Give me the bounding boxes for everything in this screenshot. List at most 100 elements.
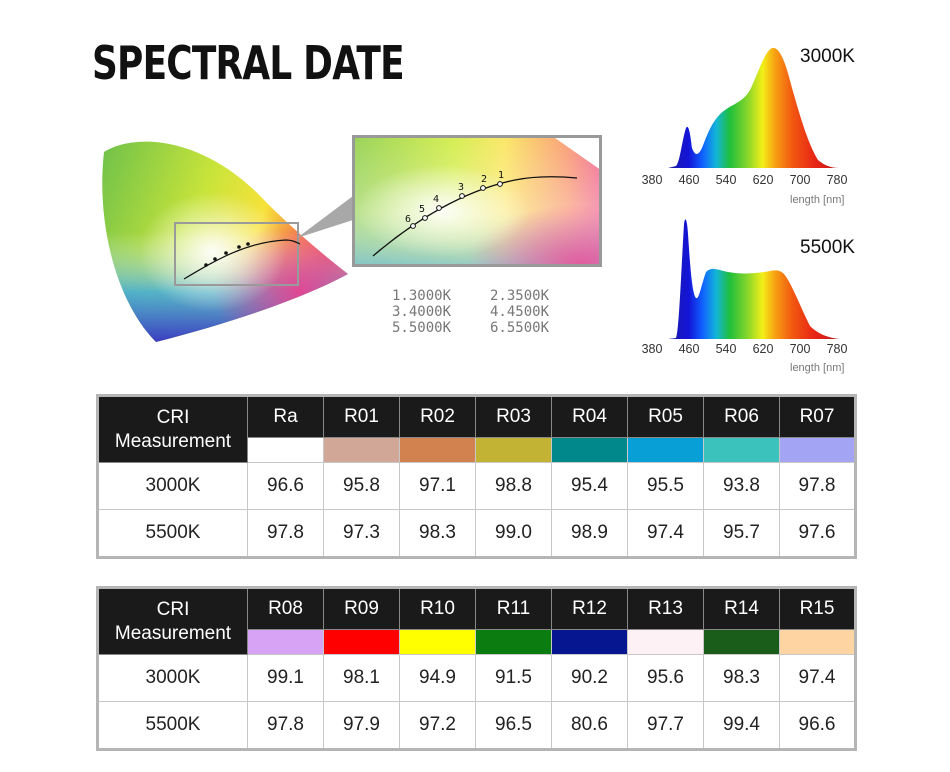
color-swatch	[627, 629, 704, 655]
zoom-point-label: 4	[433, 194, 439, 205]
color-swatch	[247, 629, 324, 655]
cri-value: 90.2	[551, 654, 628, 702]
cri-value: 97.8	[779, 462, 856, 510]
spectrum-label-5500k: 5500K	[800, 237, 855, 258]
cri-value: 97.3	[323, 509, 400, 558]
tick-label: 460	[678, 173, 700, 187]
cri-value: 97.7	[627, 701, 704, 750]
page-title: SPECTRAL DATE	[92, 36, 405, 90]
table-row: 3000K 96.6 95.8 97.1 98.8 95.4 95.5 93.8 97.8	[97, 462, 856, 510]
tick-label: 620	[752, 342, 774, 356]
color-swatch	[323, 629, 400, 655]
column-header: R07	[779, 395, 856, 438]
zoom-point-marker	[436, 205, 442, 211]
cri-measurement-label: CRI Measurement	[97, 395, 248, 463]
cri-value: 98.3	[399, 509, 476, 558]
color-swatch	[703, 437, 780, 463]
tick-label: 460	[678, 342, 700, 356]
column-header: R15	[779, 587, 856, 630]
cri-value: 97.2	[399, 701, 476, 750]
legend-item: 6.5500K	[490, 320, 550, 336]
tick-label: 540	[715, 342, 737, 356]
column-header: R02	[399, 395, 476, 438]
label-line: Measurement	[114, 622, 232, 644]
column-header: R03	[475, 395, 552, 438]
tick-label: 780	[826, 173, 848, 187]
cri-value: 95.4	[551, 462, 628, 510]
table-row: 5500K 97.8 97.3 98.3 99.0 98.9 97.4 95.7 97.6	[97, 509, 856, 558]
color-swatch	[399, 437, 476, 463]
cri-value: 97.9	[323, 701, 400, 750]
color-swatch	[551, 437, 628, 463]
zoom-connector	[297, 196, 353, 238]
cri-value: 93.8	[703, 462, 780, 510]
cri-value: 97.4	[779, 654, 856, 702]
cri-value: 91.5	[475, 654, 552, 702]
legend-item: 1.3000K	[392, 288, 452, 304]
color-swatch	[323, 437, 400, 463]
cri-value: 98.1	[323, 654, 400, 702]
cie-diagram	[102, 141, 348, 342]
cri-value: 95.7	[703, 509, 780, 558]
cri-table-r08-r15: CRI Measurement R08 R09 R10 R11 R12 R13 R14 R15 30…	[96, 586, 857, 751]
column-header: R10	[399, 587, 476, 630]
tick-label: 620	[752, 173, 774, 187]
cri-value: 97.8	[247, 509, 324, 558]
tick-label: 540	[715, 173, 737, 187]
cri-measurement-label: CRI Measurement	[97, 587, 248, 655]
tick-label: 780	[826, 342, 848, 356]
tick-label: 380	[641, 173, 663, 187]
column-header: R12	[551, 587, 628, 630]
color-swatch	[703, 629, 780, 655]
column-header: R14	[703, 587, 780, 630]
unit-label-5500k: length [nm]	[790, 362, 845, 374]
color-swatch	[399, 629, 476, 655]
cri-table-ra-r07: CRI Measurement Ra R01 R02 R03 R04 R05 R06 R07 300…	[96, 394, 857, 559]
spectrum-3000k	[668, 47, 840, 168]
cri-value: 95.8	[323, 462, 400, 510]
zoom-point-marker	[422, 215, 428, 221]
zoom-point-marker	[480, 185, 486, 191]
column-header: R11	[475, 587, 552, 630]
cri-value: 99.0	[475, 509, 552, 558]
cri-value: 96.6	[247, 462, 324, 510]
color-swatch	[475, 437, 552, 463]
column-header: R08	[247, 587, 324, 630]
cri-value: 96.6	[779, 701, 856, 750]
row-label: 3000K	[97, 462, 248, 510]
color-swatch	[779, 629, 856, 655]
tick-label: 700	[789, 173, 811, 187]
x-axis-5500k: 380 460 540 620 700 780	[642, 342, 852, 358]
color-swatch	[475, 629, 552, 655]
temperature-legend: 1.3000K 2.3500K 3.4000K 4.4500K 5.5000K 6.5…	[392, 288, 570, 336]
cri-value: 94.9	[399, 654, 476, 702]
unit-label-3000k: length [nm]	[790, 194, 845, 206]
column-header: R06	[703, 395, 780, 438]
spectrum-5500k	[668, 219, 840, 339]
zoom-point-label: 1	[498, 170, 504, 181]
cri-value: 95.6	[627, 654, 704, 702]
legend-item: 4.4500K	[490, 304, 550, 320]
tick-label: 700	[789, 342, 811, 356]
column-header: R01	[323, 395, 400, 438]
zoom-point-marker	[410, 223, 416, 229]
x-axis-3000k: 380 460 540 620 700 780	[642, 173, 852, 189]
row-label: 5500K	[97, 509, 248, 558]
zoom-point-label: 5	[419, 204, 425, 215]
zoom-point-marker	[497, 181, 503, 187]
color-swatch	[551, 629, 628, 655]
legend-item: 3.4000K	[392, 304, 452, 320]
zoom-point-label: 2	[481, 174, 487, 185]
cri-value: 97.1	[399, 462, 476, 510]
row-label: 3000K	[97, 654, 248, 702]
legend-item: 2.3500K	[490, 288, 550, 304]
zoom-point-label: 6	[405, 214, 411, 225]
column-header: R13	[627, 587, 704, 630]
zoom-point-marker	[459, 193, 465, 199]
table-row: 3000K 99.1 98.1 94.9 91.5 90.2 95.6 98.3 97.4	[97, 654, 856, 702]
tick-label: 380	[641, 342, 663, 356]
column-header: Ra	[247, 395, 324, 438]
zoom-point-label: 3	[458, 182, 464, 193]
legend-item: 5.5000K	[392, 320, 452, 336]
